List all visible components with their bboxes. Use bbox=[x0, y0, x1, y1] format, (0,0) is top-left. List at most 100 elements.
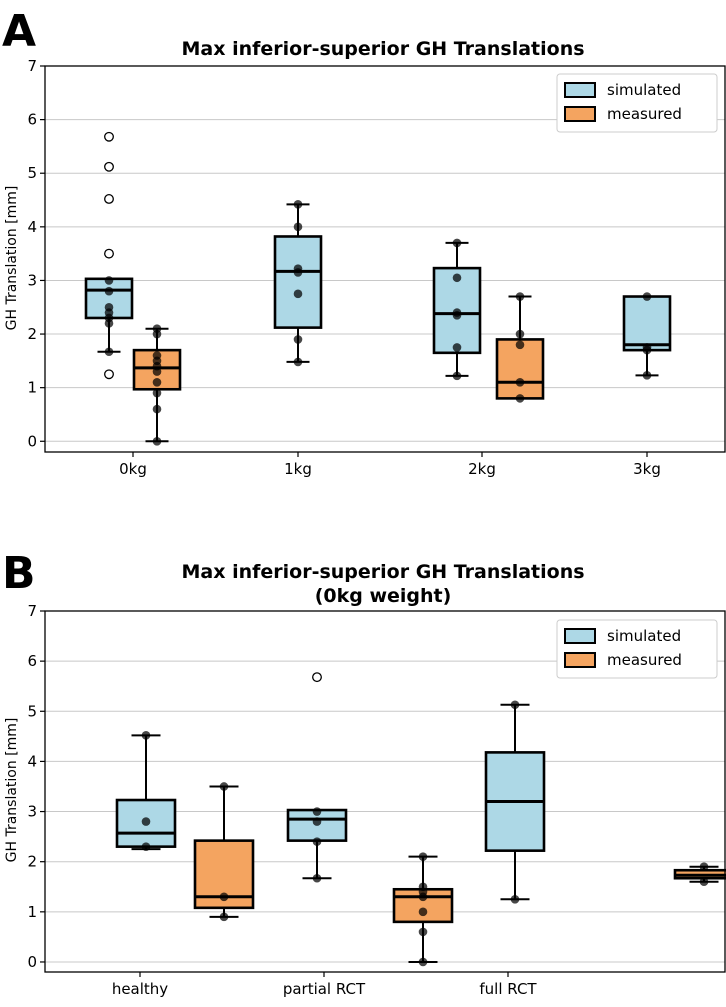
y-axis-label: GH Translation [mm] bbox=[4, 186, 20, 331]
data-point bbox=[152, 388, 162, 398]
legend-frame bbox=[556, 73, 718, 133]
data-point bbox=[515, 292, 525, 301]
panel-label: A bbox=[2, 6, 36, 57]
axes: 0 1 2 3 4 5 6 7 0kg 1kg 2kg 3kg bbox=[27, 57, 660, 478]
data-point bbox=[219, 782, 229, 791]
box-measured-healthy bbox=[193, 782, 255, 922]
box-simulated-1kg bbox=[273, 200, 323, 367]
box-simulated-full-rct bbox=[484, 700, 546, 904]
axes-frame bbox=[44, 65, 726, 453]
data-point bbox=[312, 837, 322, 846]
data-point bbox=[312, 873, 322, 883]
data-point bbox=[141, 842, 151, 851]
y-tick-label: 2 bbox=[27, 325, 37, 343]
x-tick-label-1kg: 1kg bbox=[284, 460, 312, 478]
chart-title: Max inferior-superior GH Translations bbox=[181, 561, 584, 583]
data-point bbox=[104, 319, 114, 328]
data-point bbox=[141, 731, 151, 740]
data-point bbox=[219, 912, 229, 922]
data-point bbox=[515, 340, 525, 350]
data-point bbox=[418, 907, 428, 917]
legend-label-simulated: simulated bbox=[607, 81, 681, 99]
data-point bbox=[152, 404, 162, 414]
data-point bbox=[152, 367, 162, 376]
y-tick-label: 6 bbox=[27, 652, 37, 670]
data-point bbox=[515, 378, 525, 387]
y-tick-label: 5 bbox=[27, 164, 37, 182]
y-tick-label: 3 bbox=[27, 803, 37, 821]
data-point bbox=[452, 371, 462, 381]
y-tick-label: 0 bbox=[27, 432, 37, 450]
data-point bbox=[293, 289, 303, 299]
data-point bbox=[219, 892, 229, 902]
data-point bbox=[418, 852, 428, 861]
data-point bbox=[515, 329, 525, 339]
y-tick-label: 1 bbox=[27, 903, 37, 921]
data-point bbox=[510, 894, 520, 904]
y-tick-label: 7 bbox=[27, 602, 37, 620]
outlier-point bbox=[104, 194, 114, 204]
data-point bbox=[452, 310, 462, 320]
box-measured-2kg bbox=[495, 292, 545, 403]
box-simulated-partial-rct bbox=[286, 672, 348, 883]
plot-area bbox=[84, 131, 672, 446]
plot-area bbox=[115, 672, 726, 967]
axes: 0 1 2 3 4 5 6 7 healthy partial RCT full RCT bbox=[27, 602, 537, 998]
x-tick-label-3kg: 3kg bbox=[633, 460, 661, 478]
data-point bbox=[515, 394, 525, 403]
data-point bbox=[312, 817, 322, 826]
data-point bbox=[104, 286, 114, 296]
y-tick-label: 4 bbox=[27, 752, 37, 770]
panel-label: B bbox=[2, 548, 36, 599]
data-point bbox=[452, 273, 462, 283]
data-point bbox=[293, 222, 303, 232]
panel-b: B Max inferior-superior GH Translations … bbox=[2, 548, 726, 998]
data-point bbox=[104, 347, 114, 357]
legend-swatch-simulated bbox=[564, 82, 596, 98]
data-point bbox=[510, 700, 520, 710]
box-simulated-healthy bbox=[115, 731, 177, 851]
x-tick-label-0kg: 0kg bbox=[119, 460, 147, 478]
x-tick-label-healthy: healthy bbox=[112, 980, 168, 998]
y-tick-label: 2 bbox=[27, 853, 37, 871]
box-measured-partial-rct bbox=[392, 852, 454, 967]
data-point bbox=[293, 268, 303, 277]
data-point bbox=[452, 238, 462, 248]
legend: simulated measured bbox=[556, 73, 718, 133]
outlier-point bbox=[104, 161, 114, 172]
legend-swatch-measured bbox=[564, 106, 596, 122]
x-tick-label-partial-rct: partial RCT bbox=[283, 980, 366, 998]
box-simulated-2kg bbox=[432, 238, 482, 381]
box-simulated-3kg bbox=[622, 292, 672, 380]
panel-a: A Max inferior-superior GH Translations … bbox=[2, 6, 726, 478]
legend-label-measured: measured bbox=[607, 651, 682, 669]
y-axis-label: GH Translation [mm] bbox=[4, 718, 20, 863]
box-iqr bbox=[495, 338, 545, 400]
data-point bbox=[699, 877, 709, 887]
data-point bbox=[141, 817, 151, 826]
data-point bbox=[642, 371, 652, 380]
y-tick-label: 7 bbox=[27, 57, 37, 75]
data-point bbox=[104, 276, 114, 285]
data-point bbox=[293, 357, 303, 367]
box-iqr bbox=[622, 295, 672, 352]
data-point bbox=[418, 892, 428, 902]
data-point bbox=[452, 343, 462, 352]
x-tick-label-full-rct: full RCT bbox=[479, 980, 537, 998]
data-point bbox=[152, 436, 162, 446]
y-tick-label: 5 bbox=[27, 702, 37, 720]
data-point bbox=[293, 200, 303, 209]
axes-frame bbox=[44, 610, 726, 973]
outlier-point bbox=[104, 248, 114, 259]
data-point bbox=[642, 292, 652, 301]
outlier-point bbox=[104, 369, 114, 380]
y-tick-label: 6 bbox=[27, 111, 37, 129]
data-point bbox=[699, 862, 709, 872]
data-point bbox=[312, 807, 322, 816]
data-point bbox=[418, 957, 428, 967]
data-point bbox=[152, 329, 162, 339]
y-tick-label: 0 bbox=[27, 953, 37, 971]
legend-swatch-simulated bbox=[564, 628, 596, 644]
chart-subtitle: (0kg weight) bbox=[315, 585, 452, 607]
